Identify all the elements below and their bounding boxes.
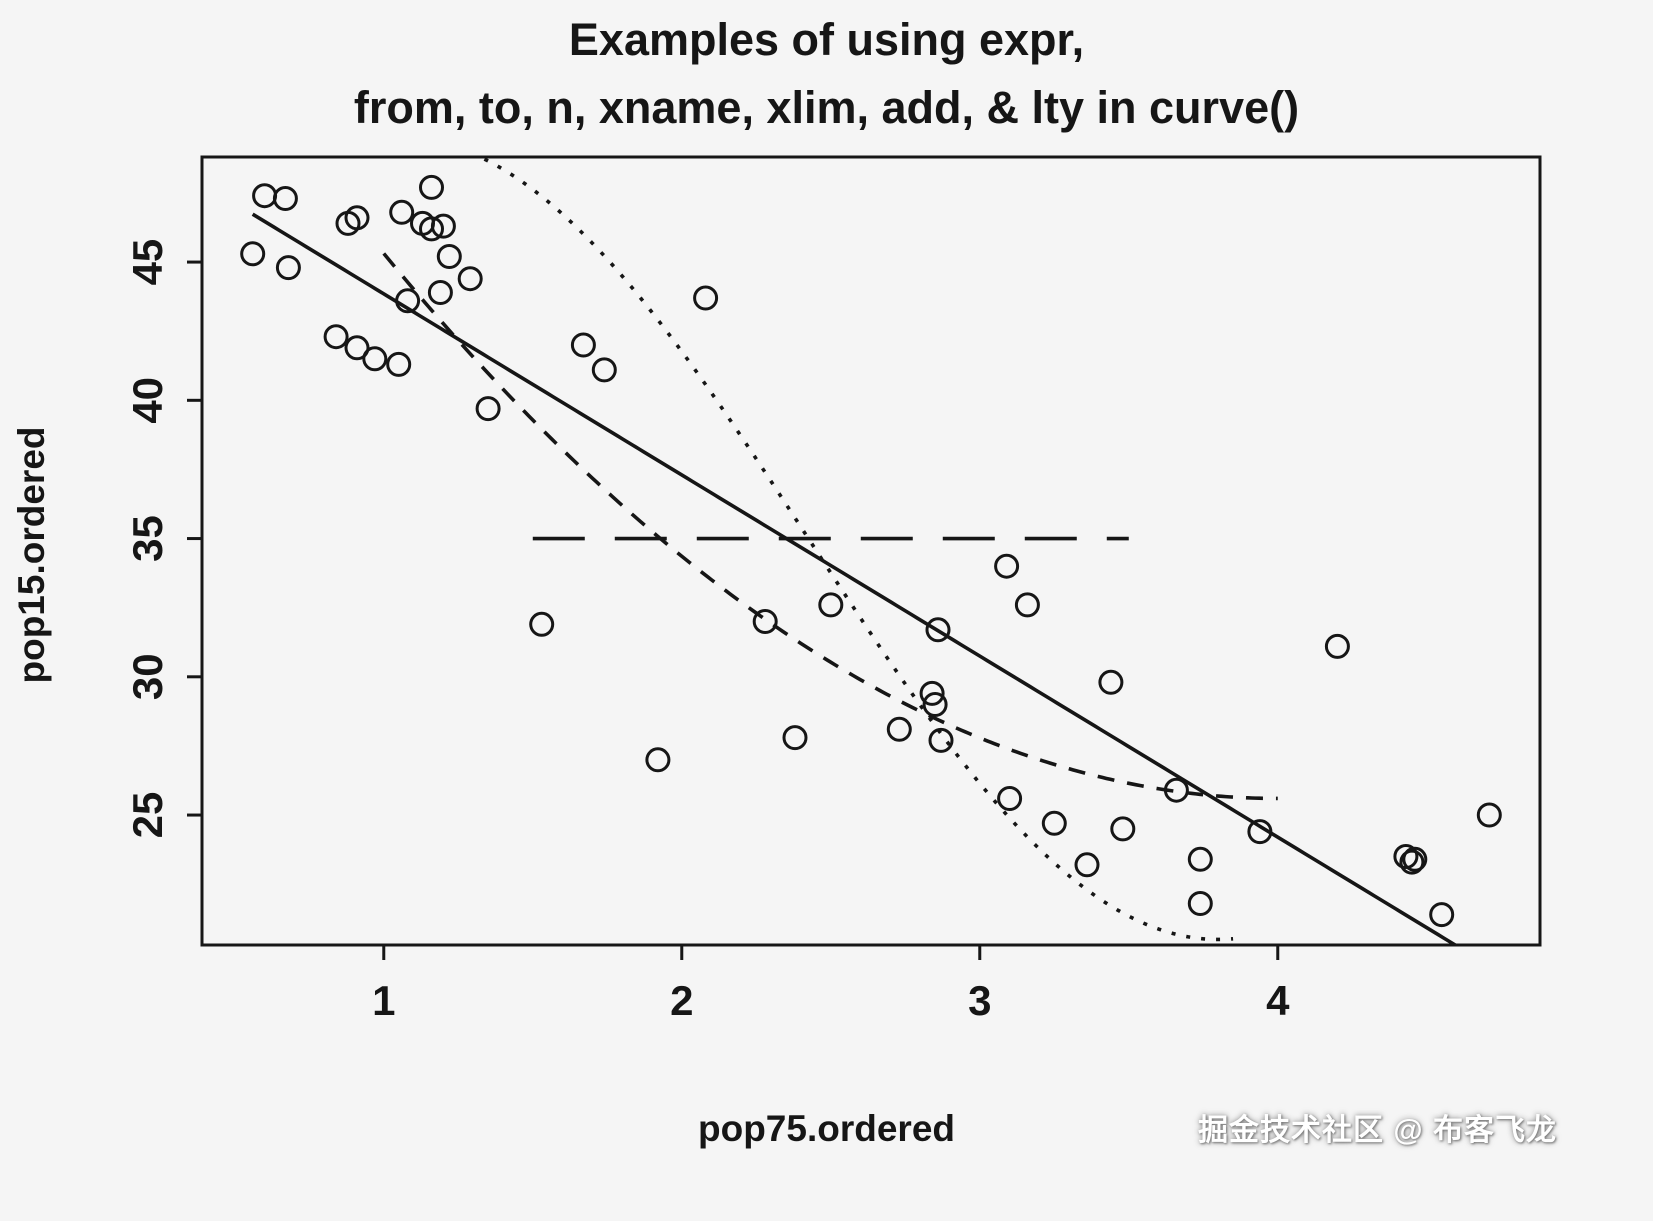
data-point [457, 266, 483, 292]
data-point [436, 244, 462, 269]
data-point [1399, 849, 1425, 875]
data-point [928, 727, 954, 753]
data-point [818, 592, 844, 618]
y-tick-label: 35 [124, 515, 171, 562]
x-tick-label: 3 [968, 977, 991, 1024]
data-point [386, 351, 412, 377]
data-point [395, 288, 421, 314]
data-point [570, 332, 596, 358]
data-point [1074, 852, 1100, 878]
x-tick-label: 1 [372, 977, 395, 1024]
data-point [782, 725, 808, 751]
data-point [591, 357, 617, 383]
watermark-text: 掘金技术社区 @ 布客飞龙 [1198, 1114, 1557, 1147]
y-axis-label: pop15.ordered [11, 426, 52, 684]
data-point [427, 280, 453, 305]
data-point [919, 680, 945, 706]
data-point [362, 346, 388, 372]
data-point [252, 183, 278, 209]
data-point [389, 199, 415, 225]
y-tick-label: 45 [124, 239, 171, 286]
y-tick-label: 25 [124, 792, 171, 839]
data-point [430, 213, 456, 239]
data-point [997, 786, 1023, 811]
dashed-quadratic-curve [382, 252, 1278, 801]
data-point [1041, 810, 1067, 836]
solid-regression-line [251, 212, 1459, 945]
data-point [1163, 777, 1189, 803]
x-tick-label: 2 [670, 977, 693, 1024]
x-tick-label: 4 [1266, 977, 1290, 1024]
data-point [1110, 816, 1136, 842]
chart-title-line-2: from, to, n, xname, xlim, add, & lty in … [353, 81, 1300, 133]
data-point [752, 609, 778, 634]
data-point [419, 216, 444, 242]
data-point [645, 747, 671, 773]
data-point [529, 611, 555, 637]
data-point [344, 205, 370, 231]
y-tick-label: 30 [124, 653, 171, 700]
data-point [475, 396, 501, 422]
data-point [1476, 802, 1502, 828]
data-point [323, 324, 349, 350]
data-point [1429, 902, 1455, 928]
y-tick-label: 40 [124, 377, 171, 424]
data-point [419, 174, 444, 200]
data-point [1247, 819, 1273, 845]
data-point [1324, 633, 1350, 659]
chart-title-line-1: Examples of using expr, [568, 14, 1085, 65]
x-axis-label: pop75.ordered [698, 1108, 955, 1149]
data-point [994, 553, 1020, 579]
data-point [1402, 846, 1428, 872]
data-point [1187, 891, 1213, 916]
data-point [693, 285, 719, 311]
plot-border [200, 155, 1542, 947]
data-point [344, 335, 370, 361]
data-point [1098, 669, 1124, 695]
data-point [275, 255, 301, 281]
data-point [922, 692, 948, 717]
data-point [240, 241, 266, 267]
data-point [1187, 846, 1213, 872]
data-point [1014, 592, 1040, 618]
data-point [925, 617, 951, 643]
chart-title: Examples of using expr, from, to, n, xna… [0, 6, 1653, 141]
data-point [272, 186, 298, 211]
data-point [886, 716, 912, 742]
